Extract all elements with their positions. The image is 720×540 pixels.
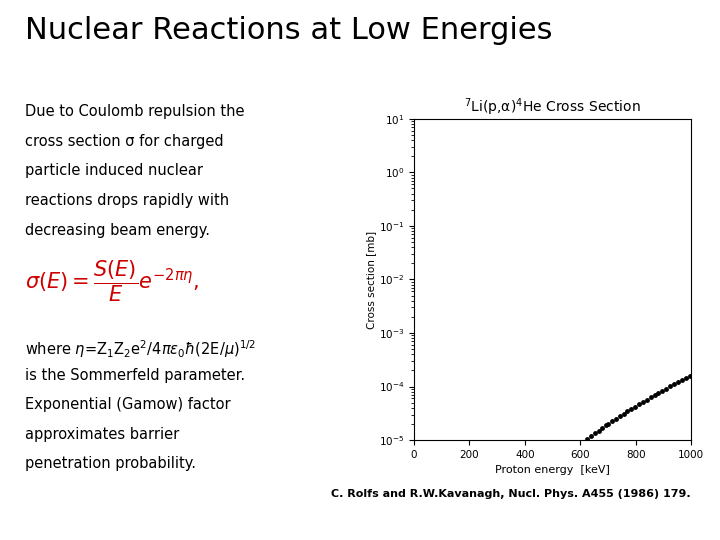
Text: is the Sommerfeld parameter.: is the Sommerfeld parameter.: [25, 368, 246, 383]
Text: Nuclear Reactions at Low Energies: Nuclear Reactions at Low Energies: [25, 16, 553, 45]
Text: where $\eta$=Z$_1$Z$_2$e$^2$/4$\pi\varepsilon_0\hbar$(2E/$\mu$)$^{1/2}$: where $\eta$=Z$_1$Z$_2$e$^2$/4$\pi\varep…: [25, 338, 256, 360]
Text: cross section σ for charged: cross section σ for charged: [25, 134, 224, 149]
Title: $^7$Li(p,α)$^4$He Cross Section: $^7$Li(p,α)$^4$He Cross Section: [464, 96, 641, 118]
Text: penetration probability.: penetration probability.: [25, 456, 196, 471]
Y-axis label: Cross section [mb]: Cross section [mb]: [366, 231, 376, 328]
Text: C. Rolfs and R.W.Kavanagh, Nucl. Phys. A455 (1986) 179.: C. Rolfs and R.W.Kavanagh, Nucl. Phys. A…: [331, 489, 690, 499]
X-axis label: Proton energy  [keV]: Proton energy [keV]: [495, 465, 610, 475]
Text: reactions drops rapidly with: reactions drops rapidly with: [25, 193, 230, 208]
Text: $\sigma(E) = \dfrac{S(E)}{E}e^{-2\pi\eta},$: $\sigma(E) = \dfrac{S(E)}{E}e^{-2\pi\eta…: [25, 258, 199, 303]
Text: Exponential (Gamow) factor: Exponential (Gamow) factor: [25, 397, 231, 413]
Text: approximates barrier: approximates barrier: [25, 427, 179, 442]
Text: decreasing beam energy.: decreasing beam energy.: [25, 222, 210, 238]
Text: Due to Coulomb repulsion the: Due to Coulomb repulsion the: [25, 104, 245, 119]
Text: particle induced nuclear: particle induced nuclear: [25, 164, 203, 178]
